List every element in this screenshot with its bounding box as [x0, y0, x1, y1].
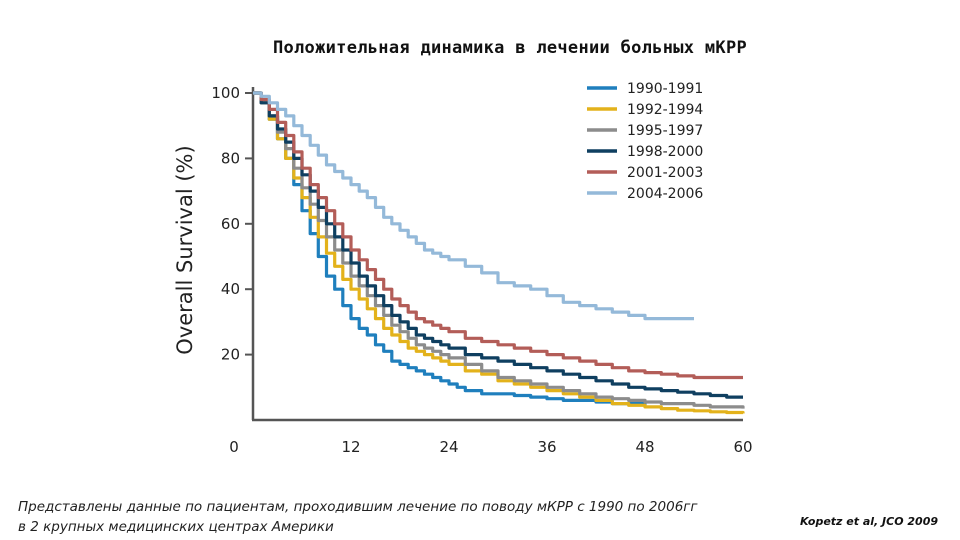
y-tick-label: 80 [221, 149, 240, 167]
x-tick-label: 60 [733, 438, 752, 456]
legend-label: 1992-1994 [627, 102, 703, 118]
plot-area: 20 40 60 80 100 0 12 24 36 48 60 [211, 84, 752, 456]
y-ticks: 20 40 60 80 100 [211, 84, 253, 364]
series-line-1998-2000 [253, 91, 743, 399]
legend: 1990-1991 1992-1994 1995-1997 1998-2000 2001… [587, 81, 703, 202]
y-axis-label: Overall Survival (%) [173, 145, 197, 354]
caption: Представлены данные по пациентам, проход… [18, 499, 698, 535]
x-tick-label: 24 [439, 438, 458, 456]
legend-label: 2001-2003 [627, 165, 703, 181]
y-tick-label: 100 [211, 84, 240, 102]
legend-label: 1995-1997 [627, 123, 703, 139]
series-line-1995-1997 [253, 91, 745, 409]
x-tick-label: 0 [229, 438, 239, 456]
legend-label: 2004-2006 [627, 186, 703, 202]
y-tick-label: 40 [221, 280, 240, 298]
series-line-1992-1994 [253, 91, 745, 415]
series-line-2001-2003 [253, 91, 743, 380]
slide-title: Положительная динамика в лечении больных… [272, 38, 748, 58]
y-tick-label: 20 [221, 346, 240, 364]
x-tick-label: 36 [537, 438, 556, 456]
legend-label: 1990-1991 [627, 81, 703, 97]
series-line-1990-1991 [253, 91, 647, 406]
x-tick-label: 12 [341, 438, 360, 456]
legend-label: 1998-2000 [627, 144, 703, 160]
x-tick-label: 48 [635, 438, 654, 456]
x-ticks: 0 12 24 36 48 60 [229, 438, 752, 456]
series-line-2004-2006 [253, 91, 694, 321]
y-tick-label: 60 [221, 215, 240, 233]
citation: Kopetz et al, JCO 2009 [799, 515, 938, 528]
series-lines [253, 91, 745, 415]
